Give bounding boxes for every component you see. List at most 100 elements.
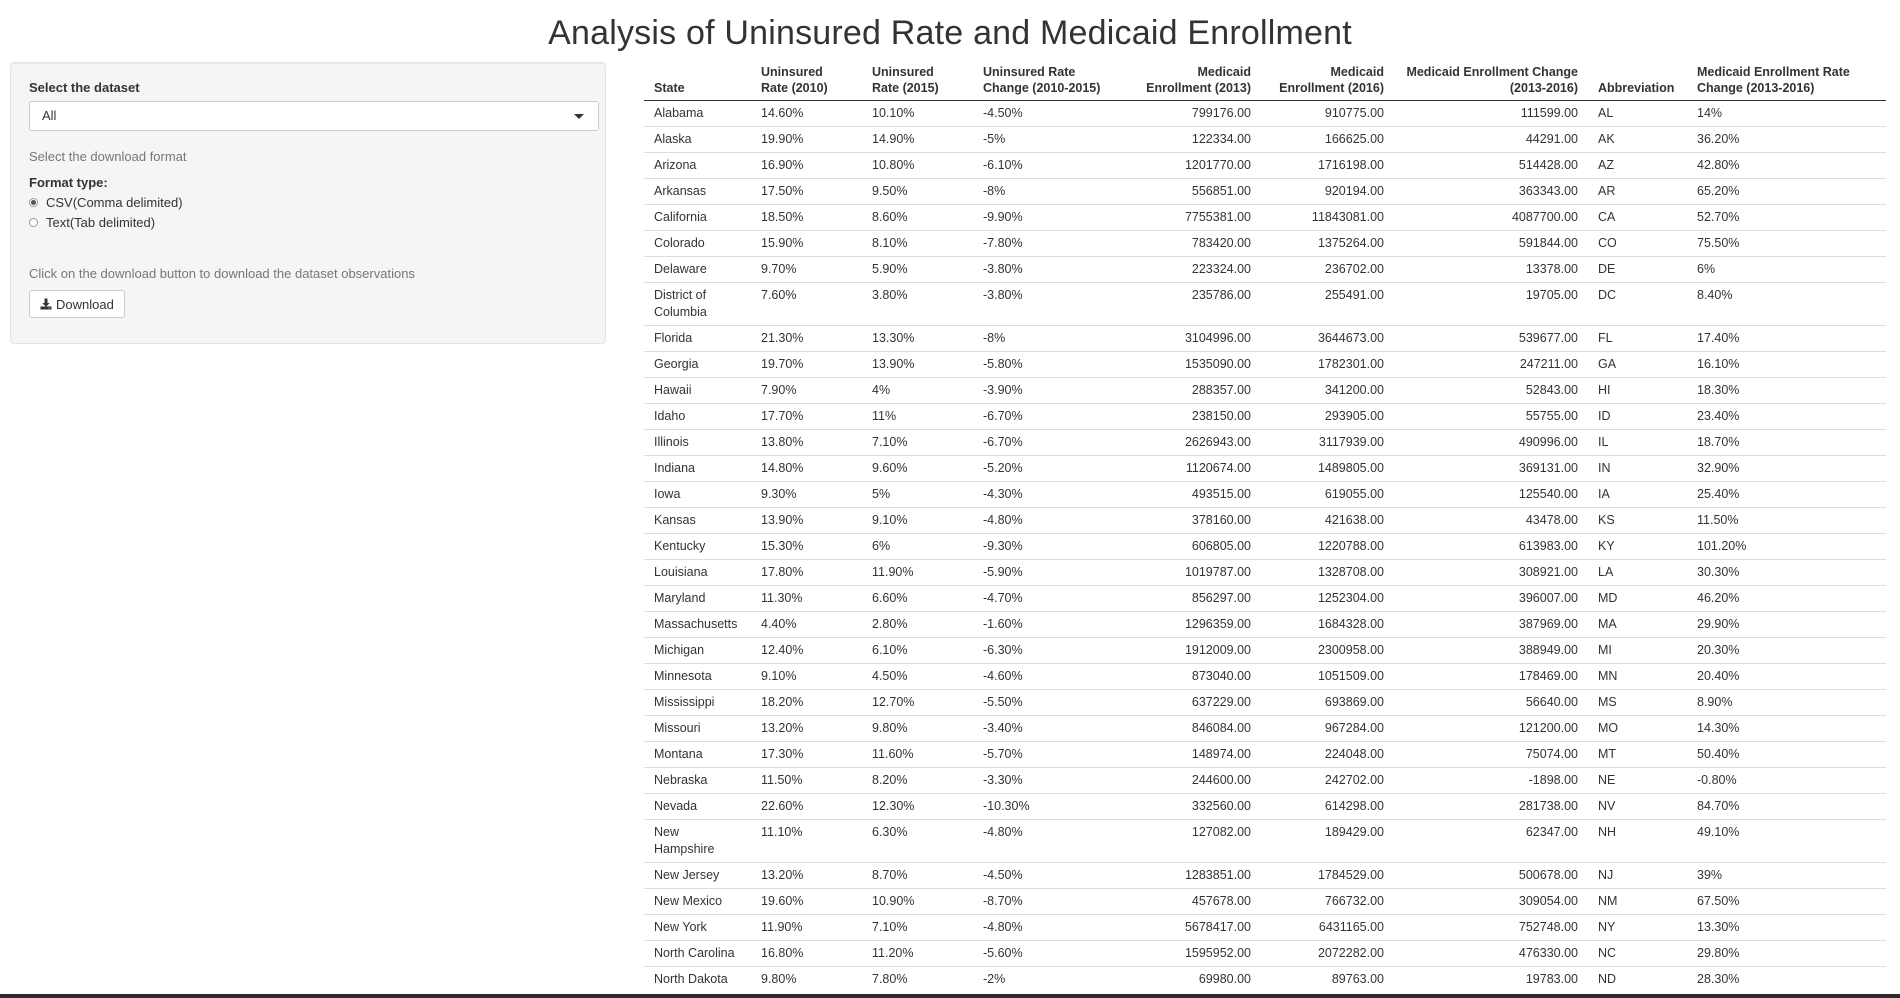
table-cell: -4.80% xyxy=(973,507,1123,534)
format-option-text[interactable]: Text(Tab delimited) xyxy=(29,215,587,230)
table-cell: 1283851.00 xyxy=(1123,862,1261,889)
table-cell: 236702.00 xyxy=(1261,256,1394,283)
table-header-row: State Uninsured Rate (2010) Uninsured Rate… xyxy=(644,60,1886,101)
table-cell: NJ xyxy=(1588,862,1687,889)
table-cell: 13.30% xyxy=(1687,914,1886,941)
table-cell: -3.90% xyxy=(973,377,1123,404)
table-cell: 14.60% xyxy=(761,106,804,120)
table-cell: -3.30% xyxy=(973,767,1123,794)
table-cell: NH xyxy=(1588,819,1687,863)
table-cell: 2626943.00 xyxy=(1123,429,1261,456)
table-cell: 910775.00 xyxy=(1324,106,1384,120)
table-cell: 121200.00 xyxy=(1394,715,1588,742)
table-cell: Georgia xyxy=(644,351,751,378)
table-cell: AR xyxy=(1588,178,1687,205)
table-cell: 29.90% xyxy=(1687,611,1886,638)
page-title: Analysis of Uninsured Rate and Medicaid … xyxy=(548,14,1352,52)
table-cell: Iowa xyxy=(644,481,751,508)
table-cell: 1782301.00 xyxy=(1261,351,1394,378)
table-cell: 591844.00 xyxy=(1394,230,1588,257)
table-cell: 637229.00 xyxy=(1123,689,1261,716)
table-cell: IL xyxy=(1588,429,1687,456)
table-cell: 75074.00 xyxy=(1394,741,1588,768)
table-cell: 67.50% xyxy=(1687,888,1886,915)
column-header: Medicaid Enrollment (2013) xyxy=(1123,60,1261,101)
table-cell: 1784529.00 xyxy=(1261,862,1394,889)
table-cell: 13.30% xyxy=(862,325,973,352)
table-cell: 1716198.00 xyxy=(1261,152,1394,179)
table-cell: 75.50% xyxy=(1687,230,1886,257)
radio-csv[interactable] xyxy=(29,198,38,207)
table-cell: 1684328.00 xyxy=(1261,611,1394,638)
table-cell: 52.70% xyxy=(1687,204,1886,231)
table-cell: CO xyxy=(1588,230,1687,257)
table-cell: -4.50% xyxy=(973,862,1123,889)
radio-text[interactable] xyxy=(29,218,38,227)
table-cell: 255491.00 xyxy=(1261,282,1394,326)
table-cell: 52843.00 xyxy=(1394,377,1588,404)
table-cell: 18.30% xyxy=(1687,377,1886,404)
table-cell: 13.20% xyxy=(751,862,862,889)
table-cell: 3117939.00 xyxy=(1261,429,1394,456)
table-row: Hawaii 7.90% 4% -3.90% 288357.00 341200.00 528… xyxy=(644,377,1886,404)
table-cell: KY xyxy=(1588,533,1687,560)
table-cell: Mississippi xyxy=(644,689,751,716)
table-cell: 11.20% xyxy=(862,940,973,967)
table-cell: New Jersey xyxy=(644,862,751,889)
table-cell: 36.20% xyxy=(1687,126,1886,153)
table-row: Florida 21.30% 13.30% -8% 3104996.00 3644673.… xyxy=(644,325,1886,352)
table-cell: 606805.00 xyxy=(1123,533,1261,560)
table-cell: New Hampshire xyxy=(644,819,751,863)
dataset-select[interactable]: All xyxy=(29,101,599,131)
table-cell: 19783.00 xyxy=(1394,966,1588,992)
table-cell: 9.10% xyxy=(751,663,862,690)
table-cell: 1252304.00 xyxy=(1261,585,1394,612)
table-cell: 21.30% xyxy=(751,325,862,352)
table-cell: GA xyxy=(1588,351,1687,378)
table-cell: 493515.00 xyxy=(1123,481,1261,508)
table-cell: 8.60% xyxy=(862,204,973,231)
table-cell: 15.90% xyxy=(751,230,862,257)
table-row: Illinois 13.80% 7.10% -6.70% 2626943.00 31179… xyxy=(644,429,1886,456)
table-cell: 244600.00 xyxy=(1123,767,1261,794)
table-cell: 122334.00 xyxy=(1123,126,1261,153)
table-cell: -5.20% xyxy=(973,455,1123,482)
download-icon xyxy=(40,298,52,310)
table-cell: 1296359.00 xyxy=(1123,611,1261,638)
table-cell: 5.90% xyxy=(862,256,973,283)
table-cell: 20.40% xyxy=(1687,663,1886,690)
table-cell: 846084.00 xyxy=(1123,715,1261,742)
table-cell: 7.90% xyxy=(751,377,862,404)
table-cell: 6% xyxy=(1687,256,1886,283)
table-row: Michigan 12.40% 6.10% -6.30% 1912009.00 23009… xyxy=(644,637,1886,664)
table-row: Nevada 22.60% 12.30% -10.30% 332560.00 614298… xyxy=(644,793,1886,820)
table-cell: 62347.00 xyxy=(1394,819,1588,863)
table-cell: Minnesota xyxy=(644,663,751,690)
table-cell: 28.30% xyxy=(1687,966,1886,992)
table-cell: NY xyxy=(1588,914,1687,941)
table-cell: 8.10% xyxy=(862,230,973,257)
table-cell: 332560.00 xyxy=(1123,793,1261,820)
table-cell: CA xyxy=(1588,204,1687,231)
table-cell: 166625.00 xyxy=(1261,126,1394,153)
caret-down-icon xyxy=(574,114,584,119)
table-cell: 10.10% xyxy=(872,106,915,120)
table-cell: 6.30% xyxy=(862,819,973,863)
table-cell: 13.90% xyxy=(862,351,973,378)
table-cell: 14.30% xyxy=(1687,715,1886,742)
table-cell: 490996.00 xyxy=(1394,429,1588,456)
table-cell: 388949.00 xyxy=(1394,637,1588,664)
table-cell: 1120674.00 xyxy=(1123,455,1261,482)
dataset-label: Select the dataset xyxy=(29,80,140,95)
table-cell: 12.40% xyxy=(751,637,862,664)
column-header: Medicaid Enrollment (2016) xyxy=(1261,60,1394,101)
column-header: Uninsured Rate Change (2010-2015) xyxy=(973,60,1123,101)
table-cell: FL xyxy=(1588,325,1687,352)
download-button[interactable]: Download xyxy=(29,290,125,318)
table-row: Alaska 19.90% 14.90% -5% 122334.00 166625.00 4… xyxy=(644,126,1886,153)
table-cell: 16.10% xyxy=(1687,351,1886,378)
format-option-csv[interactable]: CSV(Comma delimited) xyxy=(29,195,587,210)
column-header: Uninsured Rate (2015) xyxy=(862,60,973,101)
table-cell: 11.10% xyxy=(751,819,862,863)
table-row: North Carolina 16.80% 11.20% -5.60% 1595952.… xyxy=(644,940,1886,967)
